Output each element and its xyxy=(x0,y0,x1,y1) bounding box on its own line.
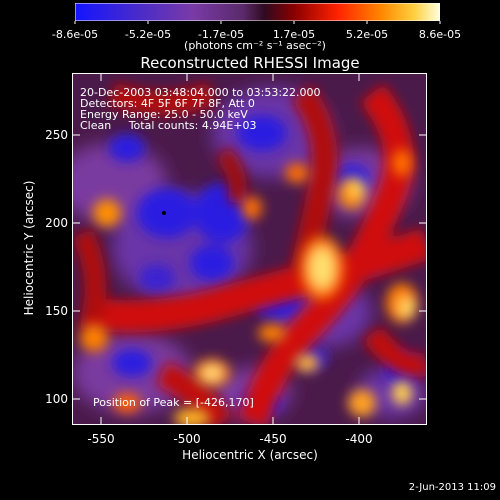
colorbar-tick-label: -8.6e-05 xyxy=(51,28,99,41)
plot-title: Reconstructed RHESSI Image xyxy=(140,54,360,72)
x-axis-label: Heliocentric X (arcsec) xyxy=(182,448,318,462)
x-tick-label: -400 xyxy=(345,432,373,446)
x-tick-label: -550 xyxy=(87,432,115,446)
y-tick-label: 200 xyxy=(45,216,68,230)
colorbar-gradient xyxy=(75,3,440,21)
y-axis-label: Heliocentric Y (arcsec) xyxy=(22,180,36,316)
info-clean-counts: Clean Total counts: 4.94E+03 xyxy=(80,119,257,132)
colorbar-tick-label: 5.2e-05 xyxy=(345,28,389,41)
footer-date: 2-Jun-2013 11:09 xyxy=(408,482,496,493)
peak-marker xyxy=(162,211,166,215)
rhessi-image xyxy=(72,73,427,425)
x-tick-label: -500 xyxy=(173,432,201,446)
colorbar xyxy=(75,3,440,21)
colorbar-ticks xyxy=(0,0,500,60)
info-detectors: Detectors: 4F 5F 6F 7F 8F, Att 0 xyxy=(80,97,255,110)
y-tick-label: 100 xyxy=(45,392,68,406)
colorbar-tick-label: 8.6e-05 xyxy=(418,28,462,41)
info-energy-range: Energy Range: 25.0 - 50.0 keV xyxy=(80,108,248,121)
peak-position-label: Position of Peak = [-426,170] xyxy=(93,396,254,409)
colorbar-tick-label: 1.7e-05 xyxy=(272,28,316,41)
colorbar-tick-label: -5.2e-05 xyxy=(124,28,172,41)
colorbar-tick-label: -1.7e-05 xyxy=(197,28,245,41)
x-tick-label: -450 xyxy=(259,432,287,446)
info-time-range: 20-Dec-2003 03:48:04.000 to 03:53:22.000 xyxy=(80,86,321,99)
colorbar-units: (photons cm⁻² s⁻¹ asec⁻²) xyxy=(184,39,326,52)
y-tick-label: 150 xyxy=(45,304,68,318)
y-tick-label: 250 xyxy=(45,128,68,142)
